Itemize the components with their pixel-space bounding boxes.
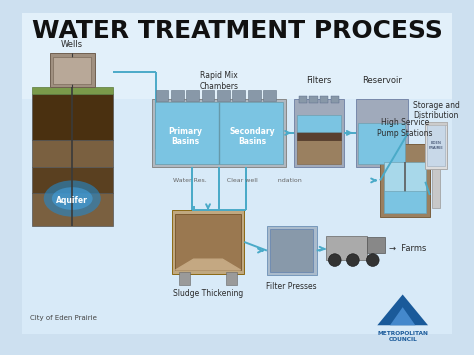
Bar: [172, 210, 244, 274]
Bar: [50, 53, 95, 87]
Bar: [171, 90, 183, 101]
Circle shape: [366, 254, 379, 267]
Text: →  Farms: → Farms: [389, 244, 427, 253]
Text: Filter Presses: Filter Presses: [266, 282, 317, 291]
Polygon shape: [390, 307, 415, 325]
Ellipse shape: [52, 187, 92, 210]
Bar: [31, 87, 113, 94]
Bar: [425, 122, 447, 169]
Bar: [267, 226, 317, 275]
Text: Sludge Thickening: Sludge Thickening: [173, 289, 243, 298]
Bar: [53, 57, 91, 84]
Text: Wells: Wells: [61, 40, 83, 49]
Bar: [31, 140, 113, 166]
Bar: [155, 102, 283, 164]
Bar: [179, 272, 190, 285]
Bar: [331, 96, 339, 103]
Bar: [232, 90, 245, 101]
Bar: [248, 90, 261, 101]
Bar: [367, 236, 384, 253]
Bar: [31, 193, 113, 226]
Bar: [297, 140, 341, 164]
Bar: [356, 99, 408, 167]
Bar: [202, 90, 214, 101]
Bar: [226, 272, 237, 285]
Text: WATER TREATMENT PROCESS: WATER TREATMENT PROCESS: [32, 19, 442, 43]
Bar: [31, 94, 113, 140]
Bar: [380, 144, 430, 217]
Text: METROPOLITAN
COUNCIL: METROPOLITAN COUNCIL: [377, 331, 428, 342]
Bar: [152, 99, 286, 167]
Bar: [425, 122, 447, 125]
Text: Filters: Filters: [306, 76, 332, 85]
Bar: [31, 166, 113, 193]
Bar: [271, 229, 313, 272]
Bar: [155, 90, 168, 101]
Text: High Service
Pump Stations: High Service Pump Stations: [377, 118, 433, 138]
Text: Primary
Basins: Primary Basins: [168, 127, 202, 146]
Text: City of Eden Prairie: City of Eden Prairie: [30, 315, 97, 321]
Bar: [383, 191, 426, 213]
Bar: [432, 160, 440, 208]
Bar: [175, 214, 241, 270]
Text: EDEN
PRAIRIE: EDEN PRAIRIE: [428, 141, 444, 150]
Bar: [186, 90, 199, 101]
Text: Reservoir: Reservoir: [362, 76, 402, 85]
Polygon shape: [175, 259, 241, 270]
Bar: [427, 123, 445, 166]
Text: Aquifer: Aquifer: [56, 196, 88, 205]
Text: Storage and
Distribution: Storage and Distribution: [413, 101, 460, 120]
Bar: [383, 162, 426, 213]
Bar: [294, 99, 344, 167]
Bar: [297, 132, 341, 140]
Ellipse shape: [44, 180, 101, 217]
Circle shape: [346, 254, 359, 267]
Bar: [310, 96, 318, 103]
Bar: [297, 115, 341, 132]
Text: Secondary
Basins: Secondary Basins: [229, 127, 275, 146]
Bar: [217, 90, 230, 101]
Bar: [263, 90, 276, 101]
Bar: [299, 96, 307, 103]
Text: Water Res.          Clear well          ndation: Water Res. Clear well ndation: [173, 178, 301, 183]
Bar: [326, 236, 367, 260]
Text: Rapid Mix
Chambers: Rapid Mix Chambers: [200, 71, 238, 91]
Circle shape: [328, 254, 341, 267]
Bar: [22, 13, 452, 99]
Polygon shape: [377, 295, 428, 325]
Bar: [358, 124, 405, 164]
Bar: [320, 96, 328, 103]
